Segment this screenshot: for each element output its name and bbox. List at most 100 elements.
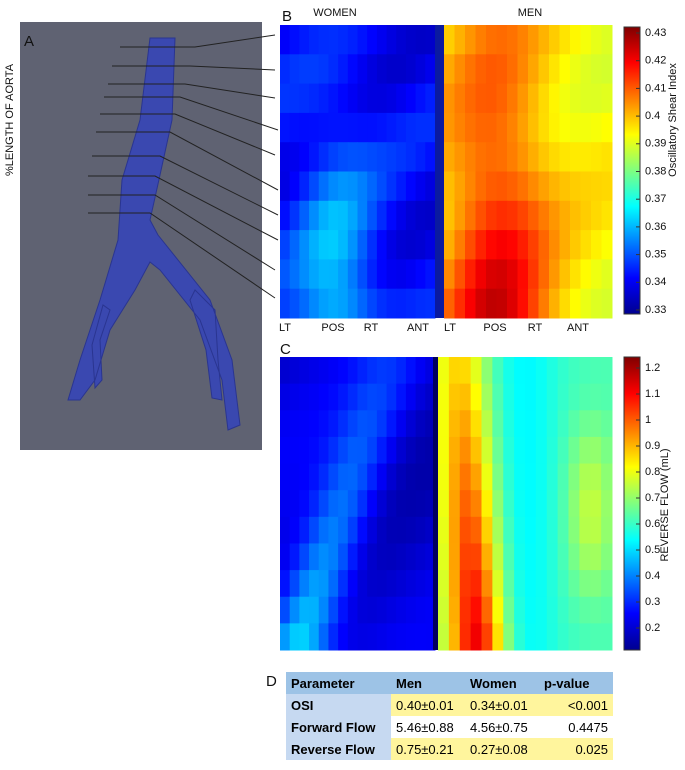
heat-cell [367,142,378,172]
colorbar-tick-label: 1 [645,414,651,426]
heat-cell [425,383,436,411]
heat-cell [579,436,591,465]
colorbar-tick-label: 0.37 [645,193,666,205]
heat-cell [459,596,472,624]
x-tick-label: POS [483,322,506,334]
heat-cell [309,83,320,114]
heat-cell [538,25,550,55]
heat-cell [438,623,450,651]
heat-cell [549,200,560,231]
cell: 0.025 [539,738,613,760]
heat-cell [386,570,397,598]
heat-cell [328,543,339,571]
heat-cell [486,259,497,290]
heat-cell [425,83,436,114]
heat-cell [280,463,291,491]
heat-cell [299,490,310,518]
heat-cell [328,570,339,598]
heat-cell [289,596,300,624]
heat-cell [557,623,569,651]
heat-cell [338,259,349,290]
heat-cell [318,259,329,290]
heat-cell [496,288,508,319]
heat-cell [579,490,591,518]
heat-cell [549,171,560,202]
heat-cell [579,463,591,491]
heat-cell [299,436,310,465]
heat-cell [357,410,368,438]
cell: 0.27±0.08 [465,738,539,760]
heat-cell [289,490,300,518]
heat-cell [328,259,339,290]
heat-cell [459,383,472,411]
heat-cell [514,463,526,491]
heat-cell [309,259,320,290]
heat-cell [517,200,529,231]
heat-cell [309,490,320,518]
heat-cell [338,142,349,172]
heat-cell [481,570,493,598]
heat-cell [405,200,417,231]
heat-cell [347,288,358,319]
heat-cell [415,54,426,85]
heat-cell [309,54,320,85]
heat-cell [396,25,407,55]
heat-cell [280,288,291,319]
heat-cell [481,490,493,518]
heat-cell [470,490,482,518]
header-cell: p-value [539,672,613,694]
heat-cell [492,570,504,598]
heat-cell [601,570,613,598]
heat-cell [528,83,539,114]
heat-cell [425,463,436,491]
heat-cell [438,596,450,624]
heat-cell [591,259,602,290]
heat-cell [347,259,358,290]
heat-cell [517,259,529,290]
heat-cell [503,436,515,465]
heat-cell [535,516,548,544]
heat-cell [454,25,466,55]
heat-cell [396,570,407,598]
heat-cell [367,357,378,385]
heat-cell [425,490,436,518]
heat-cell [280,200,291,231]
heat-cell [328,142,339,172]
heat-cell [405,543,417,571]
heat-cell [357,490,368,518]
heat-cell [579,570,591,598]
heat-cell [357,142,368,172]
heat-cell [386,543,397,571]
heat-cell [280,516,291,544]
heat-cell [309,570,320,598]
heat-cell [338,516,349,544]
colorbar-tick-label: 0.33 [645,304,666,316]
heat-cell [517,230,529,260]
heat-cell [386,54,397,85]
heat-cell [328,436,339,465]
heat-cell [367,410,378,438]
heat-cell [601,357,613,385]
heat-cell [448,596,461,624]
heat-cell [396,357,407,385]
heat-cell [570,83,581,114]
heat-cell [376,436,388,465]
heat-cell [486,83,497,114]
heat-cell [338,200,349,231]
heat-cell [309,623,320,651]
heat-cell [415,288,426,319]
heat-cell [470,623,482,651]
heat-cell [405,516,417,544]
cell: 4.56±0.75 [465,716,539,738]
heat-cell [514,383,526,411]
heat-cell [514,410,526,438]
heat-cell [357,463,368,491]
divider [435,25,444,318]
heat-cell [376,410,388,438]
heat-cell [496,171,508,202]
heat-cell [492,436,504,465]
heat-cell [579,410,591,438]
heat-cell [367,490,378,518]
heat-cell [289,463,300,491]
heat-cell [601,259,613,290]
